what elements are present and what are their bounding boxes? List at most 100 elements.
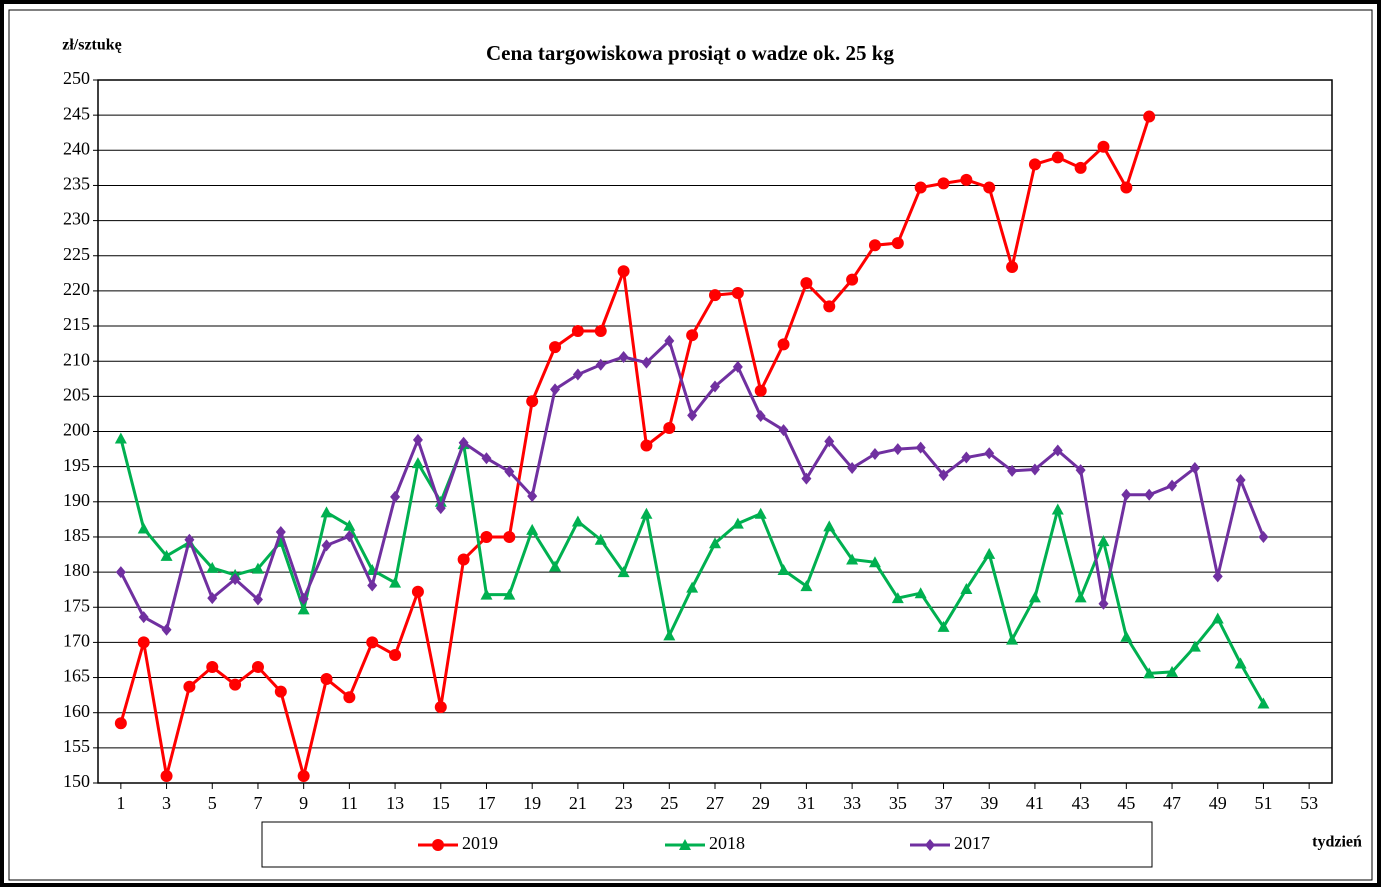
marker [847, 462, 858, 475]
x-tick-label: 33 [843, 793, 861, 813]
marker [572, 368, 583, 381]
marker [914, 587, 927, 599]
marker [1006, 633, 1019, 645]
marker [617, 265, 630, 278]
x-tick-label: 51 [1254, 793, 1272, 813]
legend-label: 2019 [462, 833, 498, 853]
marker [252, 593, 263, 606]
marker [1143, 667, 1156, 679]
marker [709, 537, 721, 549]
marker [367, 579, 378, 592]
marker [389, 576, 402, 588]
marker [549, 341, 562, 354]
marker [1120, 630, 1133, 642]
marker [526, 523, 539, 535]
marker [503, 588, 516, 600]
marker [618, 350, 629, 363]
marker [1234, 657, 1247, 669]
marker [1098, 597, 1109, 610]
marker [937, 177, 950, 190]
marker [961, 451, 972, 464]
marker [1188, 640, 1201, 652]
marker [481, 452, 492, 465]
marker [1258, 530, 1269, 543]
marker [527, 490, 538, 503]
x-tick-label: 45 [1117, 793, 1135, 813]
marker [1235, 474, 1246, 487]
marker [1167, 479, 1178, 492]
marker [1006, 260, 1019, 273]
x-tick-label: 53 [1300, 793, 1318, 813]
marker [321, 539, 332, 552]
x-tick-label: 29 [752, 793, 770, 813]
marker [297, 769, 310, 782]
x-tick-label: 49 [1209, 793, 1227, 813]
marker [663, 629, 676, 641]
marker [411, 457, 424, 469]
y-tick-label: 215 [63, 314, 90, 334]
marker [432, 839, 444, 851]
marker [891, 592, 904, 604]
marker [1189, 462, 1200, 475]
legend-label: 2018 [709, 833, 745, 853]
marker [206, 661, 219, 674]
marker [435, 502, 446, 515]
marker [1051, 151, 1064, 164]
y-tick-label: 180 [63, 560, 90, 580]
x-tick-label: 39 [980, 793, 998, 813]
marker [732, 360, 743, 373]
marker [458, 436, 469, 449]
series-line [119, 438, 1265, 705]
marker [915, 441, 926, 454]
x-tick-label: 15 [432, 793, 450, 813]
marker [343, 519, 356, 531]
marker [549, 560, 562, 572]
marker [183, 680, 196, 693]
x-tick-label: 21 [569, 793, 587, 813]
marker [664, 334, 675, 347]
marker [275, 526, 286, 539]
marker [184, 533, 195, 546]
marker [709, 289, 721, 302]
marker [1029, 463, 1040, 476]
marker [823, 520, 836, 532]
marker [480, 588, 493, 600]
marker [641, 356, 652, 369]
y-tick-label: 250 [63, 68, 90, 88]
marker [937, 620, 950, 632]
marker [731, 287, 744, 300]
x-tick-label: 5 [208, 793, 217, 813]
plot-area [97, 79, 1333, 784]
marker [434, 701, 447, 714]
x-tick-label: 23 [615, 793, 633, 813]
marker [594, 533, 607, 545]
y-tick-label: 150 [63, 771, 90, 791]
marker [801, 472, 812, 485]
marker [731, 517, 744, 529]
x-tick-label: 31 [797, 793, 815, 813]
marker [960, 582, 973, 594]
marker [679, 839, 691, 850]
y-tick-label: 190 [63, 490, 90, 510]
marker [686, 329, 699, 342]
x-axis-label: tydzień [1312, 834, 1362, 851]
marker [960, 173, 973, 186]
marker [1007, 464, 1018, 477]
marker [846, 273, 859, 286]
marker [663, 421, 676, 434]
marker [868, 556, 881, 568]
marker [595, 358, 606, 371]
marker [617, 566, 630, 578]
marker [161, 623, 172, 636]
marker [686, 581, 699, 593]
y-tick-label: 170 [63, 631, 90, 651]
marker [754, 507, 767, 519]
y-tick-label: 200 [63, 420, 90, 440]
marker [1097, 140, 1110, 153]
x-tick-label: 17 [477, 793, 495, 813]
marker [274, 685, 287, 698]
marker [1097, 535, 1110, 547]
y-tick-label: 165 [63, 666, 90, 686]
x-tick-label: 3 [162, 793, 171, 813]
